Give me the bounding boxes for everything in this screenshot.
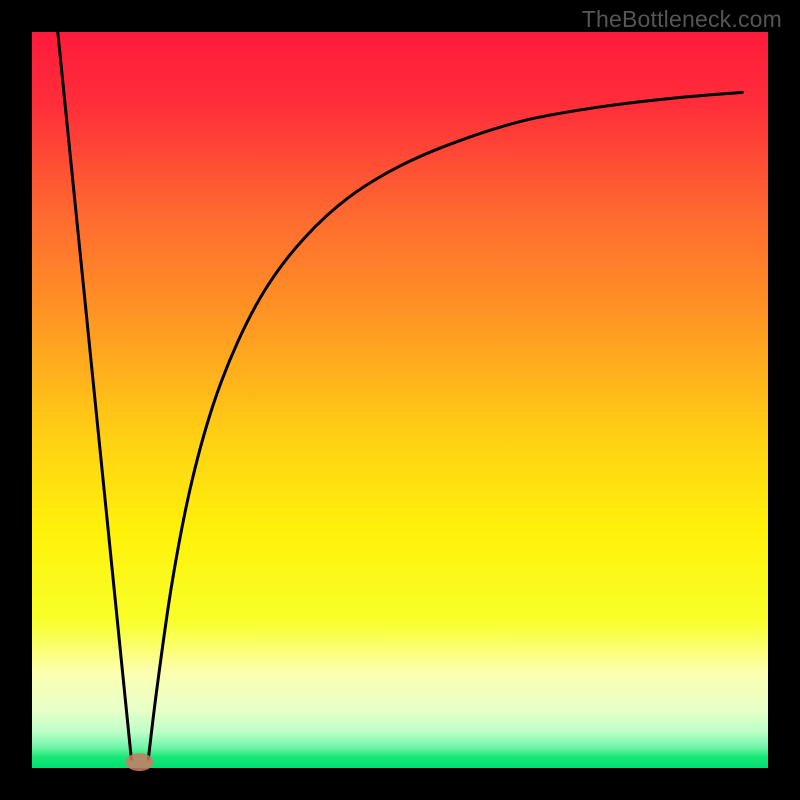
chart-container: { "watermark": { "text": "TheBottleneck.… <box>0 0 800 800</box>
plot-background <box>32 32 768 768</box>
watermark-text: TheBottleneck.com <box>582 6 782 33</box>
bottleneck-chart <box>0 0 800 800</box>
min-marker <box>125 753 153 771</box>
